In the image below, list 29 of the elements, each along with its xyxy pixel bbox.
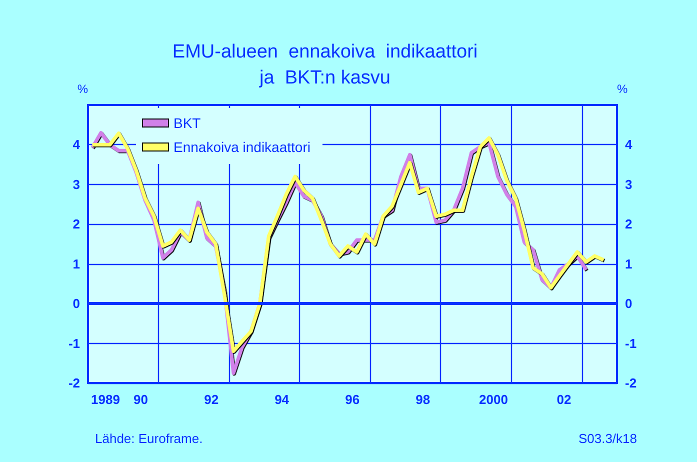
x-tick-label: 96 bbox=[345, 392, 360, 407]
y-tick-label: 2 bbox=[72, 216, 80, 232]
x-tick-label: 90 bbox=[133, 392, 148, 407]
y-tick-label: 0 bbox=[72, 296, 80, 312]
y2-tick-label: 2 bbox=[625, 216, 632, 232]
y-tick-label: -1 bbox=[68, 336, 80, 351]
x-tick-label: 92 bbox=[204, 392, 219, 407]
x-tick-label: 98 bbox=[416, 392, 430, 407]
legend-label: BKT bbox=[174, 115, 202, 131]
text: S03.3/k18 bbox=[578, 431, 638, 446]
y-axis-title: % bbox=[77, 82, 88, 96]
y2-tick-label: -1 bbox=[625, 336, 637, 351]
y2-tick-label: 0 bbox=[625, 296, 632, 312]
y-tick-label: 3 bbox=[72, 176, 80, 192]
y2-axis-title: % bbox=[617, 82, 628, 96]
y-tick-label: -2 bbox=[68, 376, 80, 390]
chart-title: EMU-alueen ennakoiva indikaattori ja BKT:n kasvu bbox=[172, 42, 478, 88]
y2-tick-label: -2 bbox=[625, 376, 637, 390]
y2-tick-label: 1 bbox=[625, 256, 632, 272]
text: Lähde: Euroframe. bbox=[95, 431, 203, 446]
y2-tick-label: 3 bbox=[625, 176, 632, 192]
legend-label: Ennakoiva indikaattori bbox=[174, 139, 310, 155]
x-tick-label: 94 bbox=[274, 392, 290, 407]
y-tick-label: 1 bbox=[72, 256, 80, 272]
y-tick-label: 4 bbox=[72, 137, 81, 152]
x-tick-label: 1989 bbox=[91, 392, 120, 407]
y2-tick-label: 4 bbox=[625, 137, 633, 152]
x-tick-label: 2000 bbox=[479, 392, 508, 407]
x-tick-label: 02 bbox=[556, 392, 572, 407]
